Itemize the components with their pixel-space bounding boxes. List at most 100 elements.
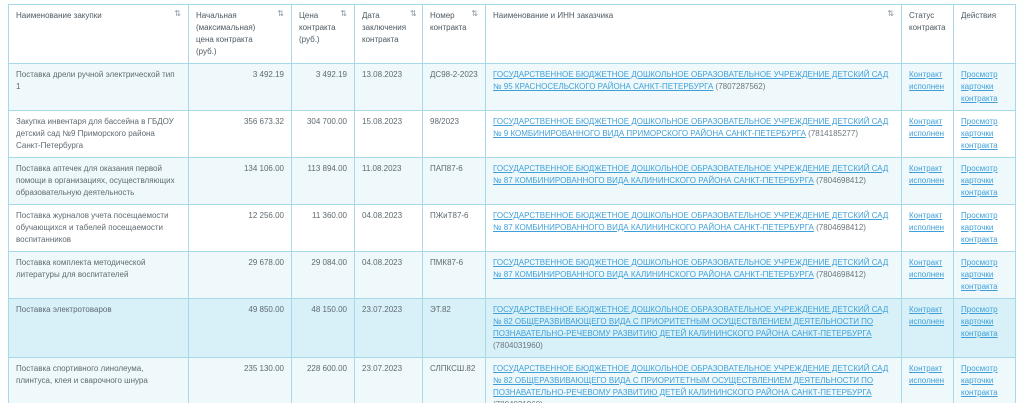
date-cell: 13.08.2023	[354, 63, 423, 111]
status-cell: Контракт исполнен	[901, 63, 954, 111]
customer-link[interactable]: ГОСУДАРСТВЕННОЕ БЮДЖЕТНОЕ ДОШКОЛЬНОЕ ОБР…	[493, 70, 889, 91]
column-label: Начальная (максимальная) цена контракта …	[196, 11, 256, 56]
start-price-cell: 3 492.19	[188, 63, 292, 111]
price-cell: 228 600.00	[291, 357, 355, 403]
price-cell: 3 492.19	[291, 63, 355, 111]
column-header-start-price[interactable]: Начальная (максимальная) цена контракта …	[188, 4, 292, 64]
date-cell: 11.08.2023	[354, 157, 423, 205]
purchase-name-cell: Поставка аптечек для оказания первой пом…	[8, 157, 189, 205]
customer-link[interactable]: ГОСУДАРСТВЕННОЕ БЮДЖЕТНОЕ ДОШКОЛЬНОЕ ОБР…	[493, 258, 889, 279]
purchase-name-cell: Поставка электротоваров	[8, 298, 189, 358]
column-header-customer[interactable]: Наименование и ИНН заказчика ⇅	[485, 4, 902, 64]
customer-cell: ГОСУДАРСТВЕННОЕ БЮДЖЕТНОЕ ДОШКОЛЬНОЕ ОБР…	[485, 157, 902, 205]
start-price-cell: 235 130.00	[188, 357, 292, 403]
purchase-name-cell: Поставка дрели ручной электрической тип …	[8, 63, 189, 111]
sort-icon[interactable]: ⇅	[340, 9, 347, 18]
contract-status-link[interactable]: Контракт исполнен	[909, 164, 945, 185]
number-cell: ПАП87-6	[422, 157, 486, 205]
status-cell: Контракт исполнен	[901, 204, 954, 252]
date-cell: 04.08.2023	[354, 251, 423, 299]
column-label: Статус контракта	[909, 11, 946, 32]
customer-link[interactable]: ГОСУДАРСТВЕННОЕ БЮДЖЕТНОЕ ДОШКОЛЬНОЕ ОБР…	[493, 164, 889, 185]
view-contract-card-link[interactable]: Просмотр карточки контракта	[961, 164, 998, 197]
column-header-price[interactable]: Цена контракта (руб.) ⇅	[291, 4, 355, 64]
customer-link[interactable]: ГОСУДАРСТВЕННОЕ БЮДЖЕТНОЕ ДОШКОЛЬНОЕ ОБР…	[493, 211, 889, 232]
customer-cell: ГОСУДАРСТВЕННОЕ БЮДЖЕТНОЕ ДОШКОЛЬНОЕ ОБР…	[485, 298, 902, 358]
contract-status-link[interactable]: Контракт исполнен	[909, 258, 945, 279]
number-cell: ПМК87-6	[422, 251, 486, 299]
view-contract-card-link[interactable]: Просмотр карточки контракта	[961, 117, 998, 150]
column-label: Дата заключения контракта	[362, 11, 407, 44]
number-cell: ДС98-2-2023	[422, 63, 486, 111]
sort-icon[interactable]: ⇅	[471, 9, 478, 18]
start-price-cell: 29 678.00	[188, 251, 292, 299]
column-label: Наименование и ИНН заказчика	[493, 11, 614, 20]
contract-status-link[interactable]: Контракт исполнен	[909, 305, 945, 326]
customer-link[interactable]: ГОСУДАРСТВЕННОЕ БЮДЖЕТНОЕ ДОШКОЛЬНОЕ ОБР…	[493, 117, 889, 138]
actions-cell: Просмотр карточки контракта	[953, 110, 1016, 158]
start-price-cell: 356 673.32	[188, 110, 292, 158]
contract-status-link[interactable]: Контракт исполнен	[909, 364, 945, 385]
table-row: Поставка журналов учета посещаемости обу…	[8, 204, 1016, 252]
date-cell: 04.08.2023	[354, 204, 423, 252]
header-row: Наименование закупки ⇅ Начальная (максима…	[8, 4, 1016, 64]
price-cell: 48 150.00	[291, 298, 355, 358]
contract-status-link[interactable]: Контракт исполнен	[909, 117, 945, 138]
status-cell: Контракт исполнен	[901, 251, 954, 299]
column-header-date[interactable]: Дата заключения контракта ⇅	[354, 4, 423, 64]
table-row: Закупка инвентаря для бассейна в ГБДОУ д…	[8, 110, 1016, 158]
start-price-cell: 12 256.00	[188, 204, 292, 252]
column-label: Цена контракта (руб.)	[299, 11, 336, 44]
date-cell: 23.07.2023	[354, 298, 423, 358]
column-label: Действия	[961, 11, 997, 20]
actions-cell: Просмотр карточки контракта	[953, 204, 1016, 252]
contract-status-link[interactable]: Контракт исполнен	[909, 211, 945, 232]
contract-status-link[interactable]: Контракт исполнен	[909, 70, 945, 91]
number-cell: 98/2023	[422, 110, 486, 158]
view-contract-card-link[interactable]: Просмотр карточки контракта	[961, 211, 998, 244]
purchase-name-cell: Поставка журналов учета посещаемости обу…	[8, 204, 189, 252]
contracts-table: Наименование закупки ⇅ Начальная (максима…	[8, 4, 1016, 403]
status-cell: Контракт исполнен	[901, 157, 954, 205]
customer-link[interactable]: ГОСУДАРСТВЕННОЕ БЮДЖЕТНОЕ ДОШКОЛЬНОЕ ОБР…	[493, 364, 889, 397]
sort-icon[interactable]: ⇅	[410, 9, 417, 18]
column-header-number[interactable]: Номер контракта ⇅	[422, 4, 486, 64]
table-row: Поставка электротоваров 49 850.00 48 150…	[8, 298, 1016, 358]
view-contract-card-link[interactable]: Просмотр карточки контракта	[961, 364, 998, 397]
price-cell: 304 700.00	[291, 110, 355, 158]
actions-cell: Просмотр карточки контракта	[953, 63, 1016, 111]
customer-cell: ГОСУДАРСТВЕННОЕ БЮДЖЕТНОЕ ДОШКОЛЬНОЕ ОБР…	[485, 251, 902, 299]
actions-cell: Просмотр карточки контракта	[953, 357, 1016, 403]
price-cell: 113 894.00	[291, 157, 355, 205]
start-price-cell: 134 106.00	[188, 157, 292, 205]
sort-icon[interactable]: ⇅	[887, 9, 894, 18]
status-cell: Контракт исполнен	[901, 298, 954, 358]
table-row: Поставка комплекта методической литерату…	[8, 251, 1016, 299]
purchase-name-cell: Поставка спортивного линолеума, плинтуса…	[8, 357, 189, 403]
customer-inn: (7807287562)	[715, 82, 766, 91]
date-cell: 23.07.2023	[354, 357, 423, 403]
customer-inn: (7814185277)	[808, 129, 858, 138]
table-row: Поставка спортивного линолеума, плинтуса…	[8, 357, 1016, 403]
customer-cell: ГОСУДАРСТВЕННОЕ БЮДЖЕТНОЕ ДОШКОЛЬНОЕ ОБР…	[485, 357, 902, 403]
column-header-purchase-name[interactable]: Наименование закупки ⇅	[8, 4, 189, 64]
view-contract-card-link[interactable]: Просмотр карточки контракта	[961, 70, 998, 103]
customer-inn: (7804698412)	[816, 176, 866, 185]
column-header-status: Статус контракта	[901, 4, 954, 64]
date-cell: 15.08.2023	[354, 110, 423, 158]
price-cell: 29 084.00	[291, 251, 355, 299]
number-cell: СЛПКСШ.82	[422, 357, 486, 403]
customer-inn: (7804031960)	[493, 400, 543, 403]
sort-icon[interactable]: ⇅	[174, 9, 181, 18]
customer-link[interactable]: ГОСУДАРСТВЕННОЕ БЮДЖЕТНОЕ ДОШКОЛЬНОЕ ОБР…	[493, 305, 889, 338]
view-contract-card-link[interactable]: Просмотр карточки контракта	[961, 258, 998, 291]
status-cell: Контракт исполнен	[901, 357, 954, 403]
number-cell: ПЖиТ87-6	[422, 204, 486, 252]
customer-cell: ГОСУДАРСТВЕННОЕ БЮДЖЕТНОЕ ДОШКОЛЬНОЕ ОБР…	[485, 110, 902, 158]
column-label: Номер контракта	[430, 11, 467, 32]
actions-cell: Просмотр карточки контракта	[953, 251, 1016, 299]
view-contract-card-link[interactable]: Просмотр карточки контракта	[961, 305, 998, 338]
actions-cell: Просмотр карточки контракта	[953, 157, 1016, 205]
sort-icon[interactable]: ⇅	[277, 9, 284, 18]
